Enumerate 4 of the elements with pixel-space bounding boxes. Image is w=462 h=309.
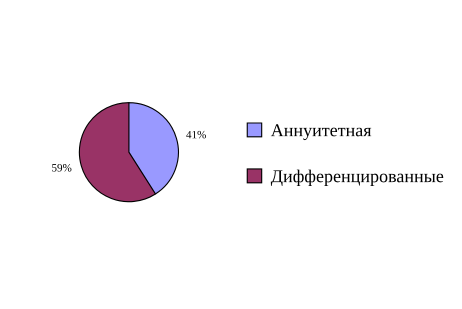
legend-label: Аннуитетная: [270, 124, 372, 140]
legend-label: Дифференцированные: [270, 170, 444, 186]
data-label: 41%: [186, 130, 206, 138]
data-label: 59%: [52, 164, 72, 172]
